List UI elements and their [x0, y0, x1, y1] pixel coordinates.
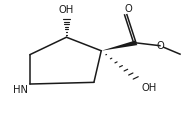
- Text: O: O: [124, 4, 132, 14]
- Text: OH: OH: [59, 5, 74, 15]
- Text: HN: HN: [13, 85, 28, 95]
- Text: O: O: [156, 41, 164, 51]
- Text: OH: OH: [142, 83, 157, 93]
- Polygon shape: [101, 41, 137, 51]
